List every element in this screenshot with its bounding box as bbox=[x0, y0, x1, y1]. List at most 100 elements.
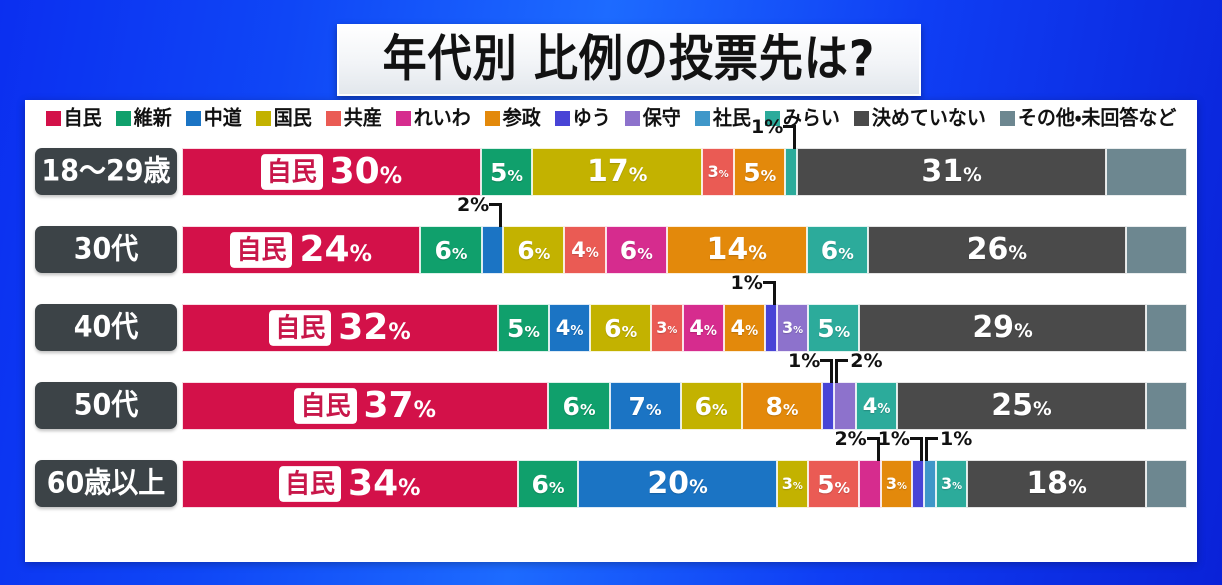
segment-value-text: 6 bbox=[531, 469, 549, 499]
bar-segment-ゆう[interactable]: 1% bbox=[731, 274, 777, 352]
bar-segment-みらい[interactable]: 3% bbox=[935, 460, 968, 508]
legend-item-みらい[interactable]: みらい bbox=[764, 108, 840, 128]
bar-segment-中道[interactable]: 7% bbox=[609, 382, 681, 430]
bar-segment-決めていない[interactable]: 18% bbox=[967, 460, 1146, 508]
bar-segment-れいわ[interactable]: 4% bbox=[682, 304, 724, 352]
bar-segment-保守[interactable]: 3% bbox=[776, 304, 809, 352]
bar-segment-共産[interactable]: 3% bbox=[651, 304, 683, 352]
segment-value-text: 4 bbox=[689, 315, 704, 340]
bar-segment-その他・未回答など[interactable] bbox=[1145, 382, 1187, 430]
bar-segment-参政[interactable]: 8% bbox=[741, 382, 823, 430]
bar-segment-維新[interactable]: 6% bbox=[517, 460, 579, 508]
percent-sign: % bbox=[579, 400, 596, 419]
legend-item-label: 保守 bbox=[642, 105, 681, 130]
party-pill: 自民 bbox=[260, 154, 323, 190]
bar-segment-共産[interactable]: 5% bbox=[808, 460, 860, 508]
jimin-label-group: 自民 32% bbox=[269, 310, 411, 346]
bar-segment-中道[interactable]: 4% bbox=[548, 304, 591, 352]
legend-item-参政[interactable]: 参政 bbox=[484, 108, 541, 128]
bar-segment-維新[interactable]: 6% bbox=[548, 382, 610, 430]
legend-item-国民[interactable]: 国民 bbox=[255, 108, 312, 128]
bar-segment-維新[interactable]: 5% bbox=[497, 304, 549, 352]
bar-segment-中道[interactable]: 20% bbox=[578, 460, 777, 508]
percent-sign: % bbox=[413, 397, 436, 423]
percent-sign: % bbox=[792, 481, 803, 492]
legend-item-ゆう[interactable]: ゆう bbox=[554, 108, 611, 128]
bar-segment-国民[interactable]: 3% bbox=[776, 460, 809, 508]
segment-value-text: 4 bbox=[571, 237, 586, 262]
percent-sign: % bbox=[834, 478, 851, 497]
row-label-text: 50代 bbox=[73, 388, 139, 423]
percent-sign: % bbox=[877, 401, 891, 417]
row-label-text: 30代 bbox=[73, 232, 139, 267]
legend-item-決めていない[interactable]: 決めていない bbox=[853, 108, 986, 128]
percent-sign: % bbox=[388, 319, 411, 345]
bar-segment-共産[interactable]: 4% bbox=[564, 226, 606, 274]
legend-item-保守[interactable]: 保守 bbox=[624, 105, 681, 130]
bar-segment-国民[interactable]: 6% bbox=[680, 382, 742, 430]
bar-segment-みらい[interactable]: 6% bbox=[806, 226, 868, 274]
bar-segment-ゆう[interactable]: 1% bbox=[878, 430, 924, 508]
percent-sign: % bbox=[703, 323, 717, 339]
bar-segment-維新[interactable]: 6% bbox=[420, 226, 482, 274]
party-pill: 自民 bbox=[230, 232, 293, 268]
legend-item-その他・未回答など[interactable]: その他・未回答など bbox=[999, 108, 1176, 128]
row-label-60歳以上: 60歳以上 bbox=[35, 460, 177, 507]
page-title: 年代別 比例の投票先は? bbox=[382, 30, 876, 88]
bar-segment-共産[interactable]: 3% bbox=[702, 148, 734, 196]
bar-segment-参政[interactable]: 14% bbox=[666, 226, 807, 274]
party-pill: 自民 bbox=[279, 466, 342, 502]
legend-swatch-icon bbox=[853, 110, 869, 126]
bar-segment-ゆう[interactable]: 1% bbox=[788, 352, 835, 430]
bar-segment-れいわ[interactable]: 2% bbox=[834, 430, 881, 508]
bar-segment-決めていない[interactable]: 26% bbox=[867, 226, 1126, 274]
party-pill: 自民 bbox=[294, 388, 357, 424]
bar-segment-自民[interactable]: 自民 30% bbox=[182, 148, 481, 196]
bar-segment-保守[interactable]: 2% bbox=[834, 352, 883, 430]
segment-value-text: 3 bbox=[781, 474, 793, 493]
bar-segment-みらい[interactable]: 4% bbox=[855, 382, 898, 430]
segment-value-text: 6 bbox=[604, 313, 622, 343]
legend-item-共産[interactable]: 共産 bbox=[325, 108, 382, 128]
bar-segment-参政[interactable]: 3% bbox=[880, 460, 913, 508]
bar-segment-参政[interactable]: 4% bbox=[723, 304, 765, 352]
bar-segment-決めていない[interactable]: 25% bbox=[897, 382, 1146, 430]
bar-segment-みらい[interactable]: 1% bbox=[751, 118, 798, 196]
percent-sign: % bbox=[570, 323, 584, 339]
bar-segment-自民[interactable]: 自民 34% bbox=[182, 460, 518, 508]
bar-segment-その他・未回答など[interactable] bbox=[1125, 226, 1187, 274]
legend-item-中道[interactable]: 中道 bbox=[185, 108, 242, 128]
legend-item-社民[interactable]: 社民 bbox=[694, 108, 751, 128]
legend-item-自民[interactable]: 自民 bbox=[45, 108, 102, 128]
bar-segment-れいわ[interactable]: 6% bbox=[605, 226, 667, 274]
bar-segment-自民[interactable]: 自民 32% bbox=[182, 304, 498, 352]
legend-swatch-icon bbox=[999, 110, 1015, 126]
bar-segment-その他・未回答など[interactable] bbox=[1105, 148, 1188, 196]
bar-segment-その他・未回答など[interactable] bbox=[1145, 304, 1187, 352]
jimin-label-group: 自民 30% bbox=[260, 154, 402, 190]
bar-segment-維新[interactable]: 5% bbox=[480, 148, 533, 196]
segment-value: 4% bbox=[689, 315, 717, 340]
segment-value: 24% bbox=[299, 232, 371, 268]
bar-segment-自民[interactable]: 自民 24% bbox=[182, 226, 421, 274]
bar-segment-中道[interactable]: 2% bbox=[457, 196, 504, 274]
segment-value-text: 3 bbox=[707, 162, 719, 181]
bar-segment-社民[interactable]: 1% bbox=[923, 430, 972, 508]
bar-segment-決めていない[interactable]: 29% bbox=[859, 304, 1146, 352]
chart-row: 50代 自民 37% 6% 7% 6% 8% 1% 2% 4% 25% bbox=[25, 352, 1197, 448]
bar-segment-決めていない[interactable]: 31% bbox=[797, 148, 1106, 196]
bar-segment-国民[interactable]: 6% bbox=[503, 226, 565, 274]
bar-segment-国民[interactable]: 17% bbox=[532, 148, 703, 196]
segment-value: 6% bbox=[821, 238, 854, 263]
bar-segment-参政[interactable]: 5% bbox=[733, 148, 786, 196]
segment-value: 6% bbox=[563, 394, 596, 419]
legend-item-維新[interactable]: 維新 bbox=[115, 108, 172, 128]
percent-sign: % bbox=[793, 325, 804, 336]
row-label-18〜29歳: 18〜29歳 bbox=[35, 148, 177, 195]
legend-item-れいわ[interactable]: れいわ bbox=[395, 108, 471, 128]
bar-segment-国民[interactable]: 6% bbox=[590, 304, 652, 352]
bar-segment-その他・未回答など[interactable] bbox=[1145, 460, 1188, 508]
bar-segment-自民[interactable]: 自民 37% bbox=[182, 382, 549, 430]
bar-segment-みらい[interactable]: 5% bbox=[808, 304, 860, 352]
percent-sign: % bbox=[745, 323, 759, 339]
